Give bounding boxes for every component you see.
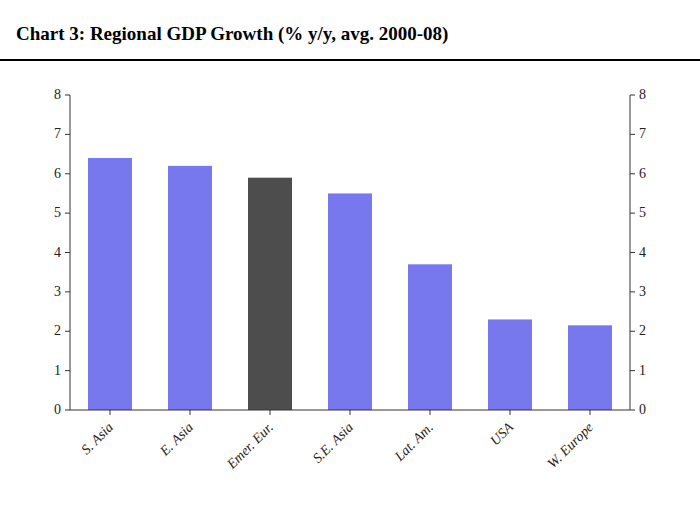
y-tick: [65, 331, 70, 332]
y2-tick: [630, 213, 635, 214]
y-tick: [65, 252, 70, 253]
y-tick-label: 7: [54, 126, 61, 141]
bar: [408, 264, 452, 410]
y2-tick: [630, 252, 635, 253]
y-tick: [65, 95, 70, 96]
bar: [88, 158, 132, 410]
x-tick: [430, 410, 431, 415]
y2-tick-label: 7: [639, 126, 646, 141]
y2-tick-label: 8: [639, 87, 646, 102]
y2-tick: [630, 291, 635, 292]
y-tick: [65, 370, 70, 371]
separator: [0, 59, 700, 61]
x-tick: [510, 410, 511, 415]
y2-tick: [630, 173, 635, 174]
y2-tick-label: 0: [639, 402, 646, 417]
y-tick-label: 8: [54, 87, 61, 102]
x-tick: [270, 410, 271, 415]
y2-tick: [630, 95, 635, 96]
chart: Chart 3: Regional GDP Growth (% y/y, avg…: [0, 0, 700, 525]
x-tick-label: Lat. Am.: [391, 420, 436, 465]
y-tick: [65, 134, 70, 135]
y2-tick-label: 6: [639, 166, 646, 181]
x-tick-label: USA: [487, 419, 516, 448]
y2-tick-label: 3: [639, 284, 646, 299]
y2-tick-label: 4: [639, 245, 646, 260]
x-tick-label: E. Asia: [156, 420, 196, 460]
y2-tick: [630, 134, 635, 135]
x-tick-label: Emer. Eur.: [223, 420, 276, 473]
y2-tick: [630, 331, 635, 332]
bar: [248, 178, 292, 410]
y-tick-label: 5: [54, 205, 61, 220]
y2-tick-label: 1: [639, 363, 646, 378]
y-tick: [65, 173, 70, 174]
marks: [88, 158, 612, 410]
y2-tick: [630, 410, 635, 411]
y-tick-label: 0: [54, 402, 61, 417]
x-tick: [590, 410, 591, 415]
y2-tick-label: 5: [639, 205, 646, 220]
y2-tick-label: 2: [639, 323, 646, 338]
y-tick-label: 6: [54, 166, 61, 181]
y-tick-label: 4: [54, 245, 61, 260]
y-tick-label: 2: [54, 323, 61, 338]
x-tick: [110, 410, 111, 415]
title: Chart 3: Regional GDP Growth (% y/y, avg…: [16, 23, 448, 45]
y-tick-label: 1: [54, 363, 61, 378]
x-tick-label: S. Asia: [78, 420, 116, 458]
x-tick: [190, 410, 191, 415]
bar: [328, 193, 372, 410]
bar: [568, 325, 612, 410]
y-tick-label: 3: [54, 284, 61, 299]
y2-tick: [630, 370, 635, 371]
y-tick: [65, 213, 70, 214]
x-tick: [350, 410, 351, 415]
bar: [488, 319, 532, 410]
y-tick: [65, 410, 70, 411]
y-tick: [65, 291, 70, 292]
bar: [168, 166, 212, 410]
x-tick-label: S.E. Asia: [310, 420, 356, 466]
x-tick-label: W. Europe: [544, 420, 596, 472]
